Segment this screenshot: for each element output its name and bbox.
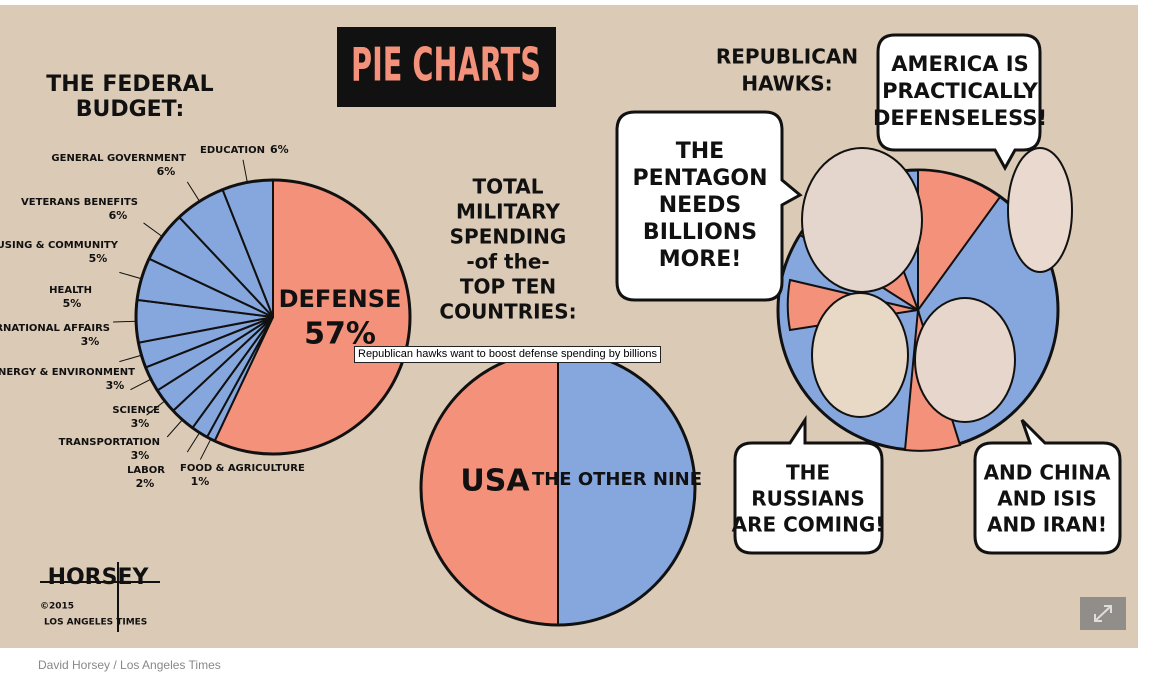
bubble-text: NEEDS [659, 193, 742, 218]
pie-title: TOTAL [473, 175, 544, 199]
slice-label: HEALTH [49, 285, 92, 296]
slice-value-label: 3% [106, 379, 125, 392]
bubble-text: BILLIONS [643, 220, 757, 245]
slice-label: ENERGY & ENVIRONMENT [0, 367, 135, 378]
bubble-text: MORE! [659, 247, 742, 272]
leader-line [242, 159, 248, 183]
leader-line [130, 378, 152, 391]
title: PIE CHARTS [351, 38, 541, 92]
bubble-text: AND ISIS [997, 487, 1096, 511]
pie-title: SPENDING [450, 225, 567, 249]
signature-name: HORSEY [48, 565, 150, 590]
expand-icon [1094, 605, 1112, 622]
slice-value-label: 5% [63, 297, 82, 310]
slice-label: HOUSING & COMMUNITY [0, 240, 119, 251]
slice-label: INTERNATIONAL AFFAIRS [0, 323, 110, 334]
pie-title: TOP TEN [460, 275, 556, 299]
leader-line [119, 354, 142, 363]
caption: David Horsey / Los Angeles Times [38, 658, 221, 672]
bubble-text: THE [676, 139, 724, 164]
slice-value-label: 3% [81, 335, 100, 348]
leader-line [146, 400, 166, 416]
pie-title: -of the- [466, 250, 549, 274]
leader-line [186, 181, 201, 202]
leader-line [113, 320, 137, 323]
slice-value-label: 1% [191, 475, 210, 488]
slice-label: EDUCATION [200, 145, 265, 156]
title-box [337, 27, 556, 107]
bubble-text: ARE COMING! [732, 513, 885, 537]
slice-label: THE OTHER NINE [532, 469, 702, 490]
signature-stroke [40, 562, 160, 632]
slice-value-label: 6% [270, 143, 289, 156]
slice-label: DEFENSE [279, 285, 402, 313]
speech-bubble [876, 33, 1042, 172]
pie-title: THE FEDERAL [46, 72, 213, 97]
bubble-text: DEFENSELESS! [873, 106, 1047, 130]
leader-line [119, 271, 142, 280]
slice-value-label: 3% [131, 449, 150, 462]
leader-line [186, 432, 201, 453]
slice-value-label: 6% [109, 209, 128, 222]
bubble-text: THE [786, 461, 830, 485]
slice-label: GENERAL GOVERNMENT [51, 153, 186, 164]
pie-title: BUDGET: [76, 97, 185, 122]
speech-bubble [733, 414, 884, 555]
slice-value-label: 6% [157, 165, 176, 178]
slice-value-label: 2% [136, 477, 155, 490]
slice-label: FOOD & AGRICULTURE [180, 463, 305, 474]
slice-label: USA [460, 464, 530, 499]
hawks-title: HAWKS: [741, 72, 832, 96]
signature-paper: LOS ANGELES TIMES [44, 618, 147, 628]
slice-value-label: 57% [304, 317, 376, 352]
slice-label: LABOR [127, 465, 165, 476]
pie-title: COUNTRIES: [439, 300, 576, 324]
bubble-text: AMERICA IS [891, 52, 1028, 76]
leader-line [199, 438, 212, 460]
slice-label: TRANSPORTATION [59, 437, 160, 448]
pie-title: MILITARY [456, 200, 560, 224]
signature-copyright: ©2015 [40, 602, 74, 612]
expand-button[interactable] [1080, 597, 1126, 630]
bubble-text: PENTAGON [632, 166, 767, 191]
speech-bubble [615, 110, 803, 302]
bubble-text: AND IRAN! [987, 513, 1107, 537]
slice-label: SCIENCE [112, 405, 160, 416]
leader-line [166, 419, 183, 438]
slice-label: VETERANS BENEFITS [21, 197, 138, 208]
hawks-title: REPUBLICAN [716, 45, 858, 69]
slice-value-label: 3% [131, 417, 150, 430]
bubble-text: AND CHINA [984, 461, 1111, 485]
pie-outline [134, 178, 412, 456]
slice-value-label: 5% [89, 252, 108, 265]
tooltip: Republican hawks want to boost defense s… [354, 346, 662, 363]
bubble-text: RUSSIANS [751, 487, 865, 511]
bubble-text: PRACTICALLY [882, 79, 1039, 103]
speech-bubble [973, 418, 1122, 555]
leader-line [143, 222, 163, 237]
cartoon: PIE CHARTS HORSEY ©2015 LOS ANGELES TIME… [0, 5, 1138, 648]
hawks-pie [776, 147, 1073, 452]
